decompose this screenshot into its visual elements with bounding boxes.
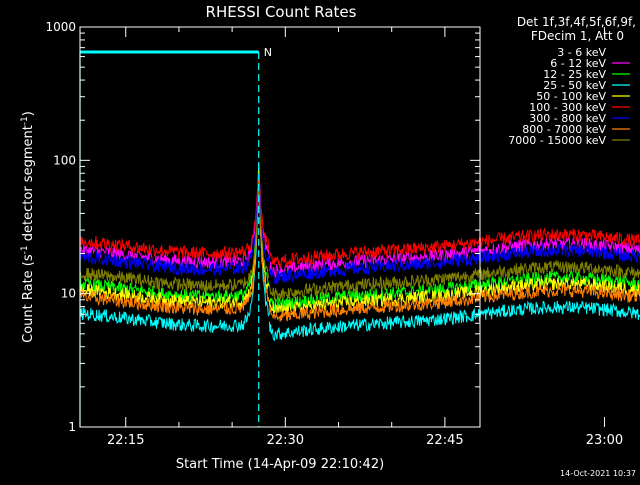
legend-item-label: 12 - 25 keV bbox=[543, 68, 606, 81]
x-tick-label: 22:45 bbox=[426, 433, 463, 448]
series-line bbox=[268, 236, 640, 278]
y-axis-label: Count Rate (s-1 detector segment-1) bbox=[20, 111, 36, 343]
x-tick-label: 22:15 bbox=[107, 433, 144, 448]
legend-header-line-2: FDecim 1, Att 0 bbox=[531, 29, 624, 43]
legend-item-label: 25 - 50 keV bbox=[543, 79, 606, 92]
series-800-7000keV bbox=[79, 179, 640, 322]
series-3-6keV bbox=[79, 160, 640, 293]
series-line bbox=[79, 182, 270, 293]
series-line bbox=[79, 179, 270, 316]
legend: Det 1f,3f,4f,5f,6f,9f, FDecim 1, Att 0 3… bbox=[508, 15, 636, 147]
x-tick-label: 22:30 bbox=[267, 433, 304, 448]
series-line bbox=[79, 173, 270, 260]
series-line bbox=[79, 162, 270, 270]
legend-item-label: 7000 - 15000 keV bbox=[508, 134, 606, 147]
chart-title: RHESSI Count Rates bbox=[206, 3, 357, 21]
legend-item-label: 50 - 100 keV bbox=[536, 90, 606, 103]
series-line bbox=[268, 260, 640, 301]
legend-item-label: 300 - 800 keV bbox=[529, 112, 606, 125]
y-tick-label: 1 bbox=[68, 420, 76, 434]
series-line bbox=[268, 270, 640, 313]
series-line bbox=[79, 167, 270, 334]
series-100-300keV bbox=[79, 173, 640, 268]
series-7000-15000keV bbox=[79, 182, 640, 301]
x-axis-label: Start Time (14-Apr-09 22:10:42) bbox=[176, 457, 384, 472]
series-line bbox=[79, 170, 270, 310]
legend-item-label: 800 - 7000 keV bbox=[522, 123, 606, 136]
plot-frame bbox=[79, 26, 481, 428]
x-tick-label: 23:00 bbox=[586, 433, 623, 448]
series-line bbox=[79, 160, 270, 284]
y-tick-label: 10 bbox=[61, 287, 76, 301]
night-label: N bbox=[264, 46, 272, 59]
legend-header-line-1: Det 1f,3f,4f,5f,6f,9f, bbox=[517, 15, 636, 29]
series-line bbox=[268, 283, 640, 322]
series-25-50keV bbox=[79, 167, 640, 342]
series-line bbox=[79, 176, 270, 277]
series-line bbox=[268, 300, 640, 342]
plot-area: NS bbox=[79, 46, 640, 427]
series-line bbox=[268, 227, 640, 268]
series-line bbox=[268, 243, 640, 286]
footer-timestamp: 14-Oct-2021 10:37 bbox=[560, 469, 636, 478]
y-tick-label: 1000 bbox=[45, 20, 76, 34]
series-line bbox=[268, 277, 640, 316]
y-axis: 1 10 100 1000 bbox=[45, 20, 480, 434]
series-line bbox=[268, 251, 640, 293]
legend-item-label: 6 - 12 keV bbox=[550, 57, 606, 70]
series-300-800keV bbox=[79, 176, 640, 286]
legend-item-label: 3 - 6 keV bbox=[557, 46, 606, 59]
y-tick-label: 100 bbox=[53, 153, 76, 167]
legend-item-label: 100 - 300 keV bbox=[529, 101, 606, 114]
